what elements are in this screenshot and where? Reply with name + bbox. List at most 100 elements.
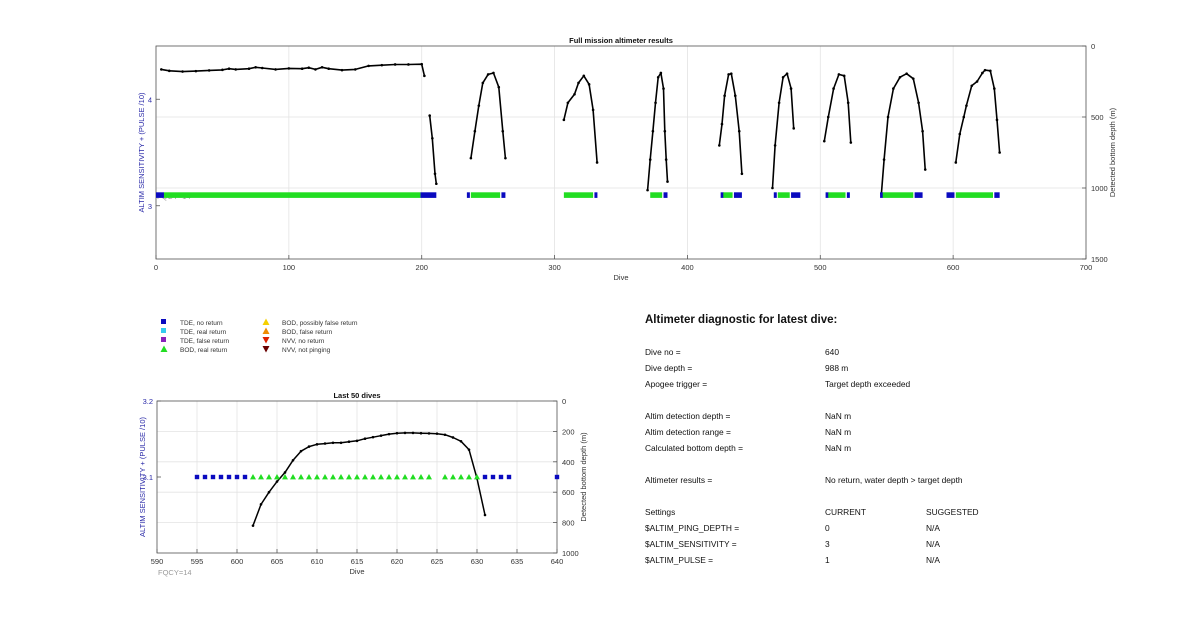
diagnostic-value: 3	[825, 539, 830, 549]
bod-real-return-marker	[394, 474, 400, 480]
right-tick-label: 1500	[1091, 255, 1108, 264]
depth-point	[659, 71, 663, 75]
depth-point	[664, 158, 668, 161]
x-tick-label: 0	[154, 263, 158, 272]
depth-point	[648, 158, 652, 161]
depth-point	[435, 182, 438, 186]
depth-point	[882, 158, 886, 161]
bod-real-return-marker	[322, 474, 328, 480]
depth-point	[737, 129, 741, 133]
bod-real-return-marker	[163, 192, 421, 198]
bod-real-return-marker	[378, 474, 384, 480]
tde-no-return-marker	[663, 192, 668, 198]
depth-point	[975, 80, 979, 83]
depth-point	[497, 85, 501, 89]
bod-real-return-marker	[426, 474, 432, 480]
depth-point	[234, 68, 238, 71]
depth-point	[837, 73, 841, 76]
legend-symbol-icon	[158, 336, 170, 346]
diagnostic-label: Settings	[645, 507, 676, 517]
depth-line	[955, 69, 1001, 163]
legend-label: TDE, real return	[180, 328, 227, 336]
depth-point	[181, 70, 184, 73]
tde-no-return-marker	[218, 474, 224, 480]
chart-title: Full mission altimeter results	[569, 36, 673, 45]
depth-point	[729, 72, 733, 75]
depth-point	[826, 115, 830, 119]
x-tick-label: 100	[283, 263, 296, 272]
tde-no-return-marker	[946, 192, 955, 198]
bod-real-return-marker	[955, 192, 993, 198]
bod-real-return-marker	[298, 474, 304, 480]
x-tick-label: 300	[548, 263, 561, 272]
depth-point	[320, 66, 324, 69]
diagnostic-value: No return, water depth > target depth	[825, 475, 963, 485]
x-tick-label: 600	[231, 557, 244, 566]
depth-point	[892, 87, 895, 90]
right-tick-label: 600	[562, 488, 575, 497]
depth-point	[849, 141, 853, 144]
depth-point	[433, 172, 437, 176]
diagnostic-row: $ALTIM_PING_DEPTH = 0 N/A	[645, 523, 1145, 535]
bod-real-return-marker	[370, 474, 376, 480]
depth-line	[428, 115, 438, 184]
diagnostic-label: Dive depth =	[645, 363, 693, 373]
diagnostic-value: CURRENT	[825, 507, 866, 517]
diagnostic-value: Target depth exceeded	[825, 379, 911, 389]
tde-no-return-marker	[733, 192, 742, 198]
diagnostic-extra: N/A	[926, 539, 940, 549]
diagnostic-extra: N/A	[926, 523, 940, 533]
legend-label: TDE, no return	[180, 319, 223, 327]
legend-label: NVV, no return	[282, 337, 325, 345]
diagnostic-title: Altimeter diagnostic for latest dive:	[645, 314, 838, 326]
depth-point	[443, 433, 447, 437]
depth-line	[161, 63, 426, 76]
depth-point	[339, 441, 343, 445]
bod-real-return-marker	[828, 192, 846, 198]
tde-no-return-marker	[420, 192, 437, 198]
depth-point	[733, 94, 737, 97]
depth-point	[167, 69, 171, 73]
diagnostic-extra: SUGGESTED	[926, 507, 979, 517]
depth-point	[194, 69, 198, 73]
legend-label: BOD, real return	[180, 346, 228, 354]
left-axis-label: ALTIM SENSITIVITY + (PULSE /10)	[138, 417, 147, 537]
depth-point	[481, 81, 485, 85]
legend-symbol-icon	[260, 318, 272, 328]
x-tick-label: 600	[947, 263, 960, 272]
depth-point	[983, 68, 987, 72]
depth-point	[407, 63, 410, 66]
left-tick-label: 3.1	[143, 473, 153, 482]
bod-real-return-marker	[346, 474, 352, 480]
legend-item: TDE, real return	[158, 327, 226, 337]
x-tick-label: 635	[511, 557, 524, 566]
x-tick-label: 630	[471, 557, 484, 566]
tde-no-return-marker	[194, 474, 200, 480]
diagnostic-panel: Altimeter diagnostic for latest dive: Di…	[645, 312, 1145, 582]
depth-point	[331, 441, 335, 445]
depth-point	[832, 87, 835, 90]
depth-point	[287, 67, 291, 70]
bod-real-return-marker	[418, 474, 424, 480]
legend-symbol-icon	[158, 327, 170, 337]
left-tick-label: 3	[148, 202, 152, 211]
depth-point	[777, 101, 781, 105]
x-axis-label: Dive	[349, 567, 364, 576]
depth-point	[367, 64, 370, 68]
bod-real-return-marker	[362, 474, 368, 480]
x-tick-label: 605	[271, 557, 284, 566]
depth-point	[291, 458, 295, 462]
depth-point	[431, 137, 434, 140]
diagnostic-row: $ALTIM_SENSITIVITY = 3 N/A	[645, 539, 1145, 551]
bod-real-return-marker	[330, 474, 336, 480]
depth-point	[566, 101, 570, 105]
depth-point	[981, 71, 984, 75]
tde-no-return-marker	[466, 192, 470, 198]
depth-line	[880, 72, 926, 194]
bod-real-return-marker	[474, 474, 480, 480]
diagnostic-row: Dive no = 640	[645, 347, 1145, 359]
depth-point	[989, 69, 992, 73]
diagnostic-row: $ALTIM_PULSE = 1 N/A	[645, 555, 1145, 567]
plot-frame	[155, 45, 1087, 260]
